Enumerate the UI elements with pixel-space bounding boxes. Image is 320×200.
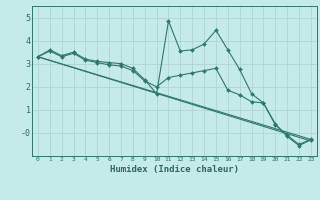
X-axis label: Humidex (Indice chaleur): Humidex (Indice chaleur) <box>110 165 239 174</box>
